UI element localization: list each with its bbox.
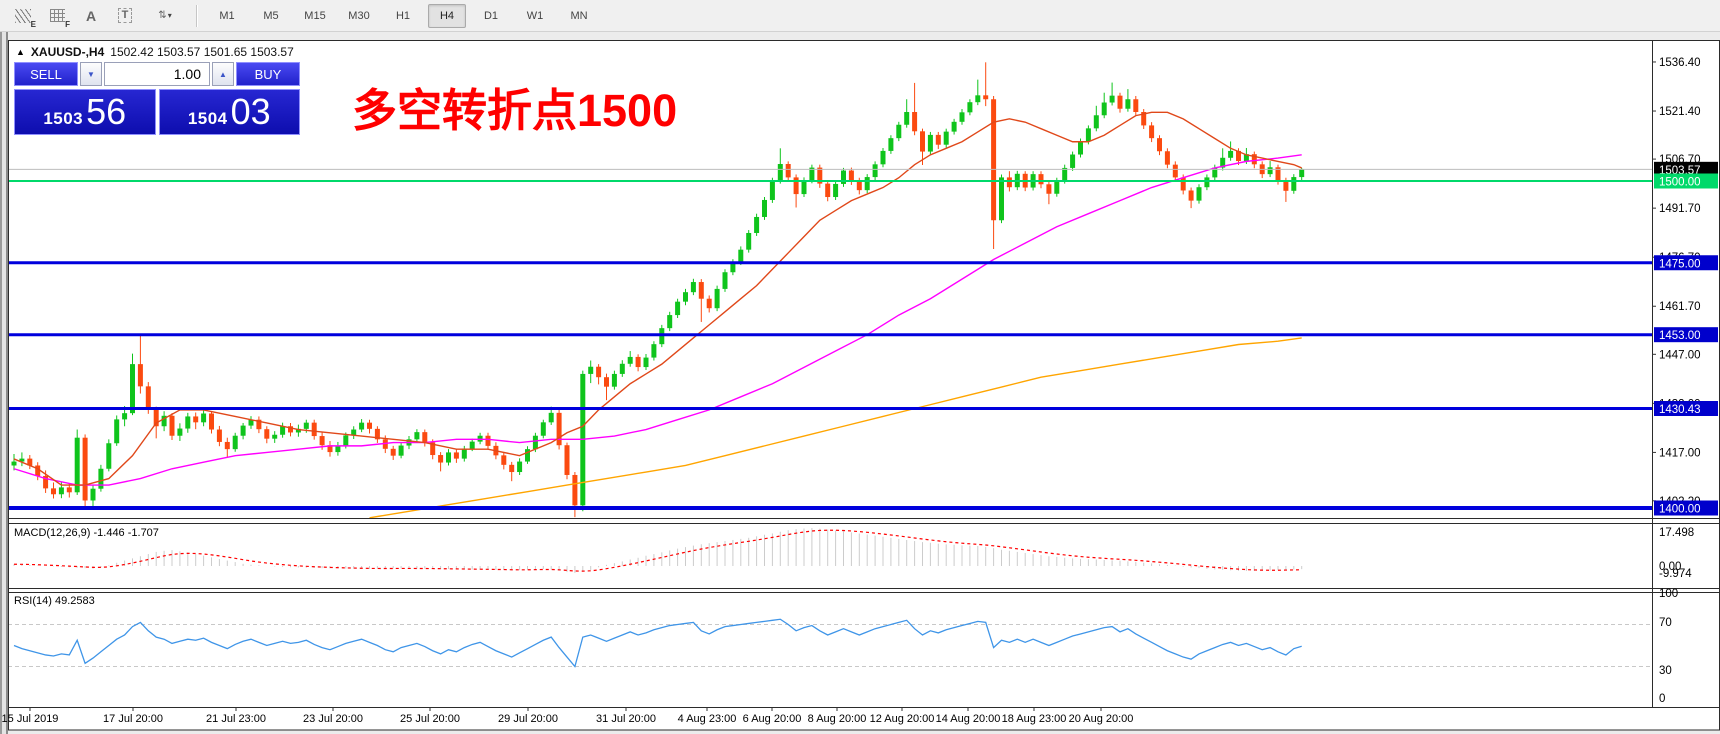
tf-button-M5[interactable]: M5 [263, 9, 279, 22]
timeframe-group: M1 M5 M15 M30 H1 H4 D1 W1 MN [208, 3, 598, 28]
volume-increase-button[interactable]: ▲ [212, 62, 234, 86]
macd-signal-line [13, 529, 1302, 572]
price-axis-label: 1447.00 [1659, 349, 1701, 361]
sell-button[interactable]: SELL [14, 62, 78, 86]
bid-price-box: 1503 56 [14, 89, 156, 135]
price-badge-label: 1453.00 [1659, 330, 1701, 342]
price-axis-label: 1417.00 [1659, 447, 1701, 459]
rsi-name: RSI(14) [14, 595, 52, 607]
rsi-value: 49.2583 [54, 595, 95, 607]
price-badge-label: 1475.00 [1659, 258, 1701, 270]
rsi-line [13, 618, 1302, 668]
indicator-grid-icon [49, 9, 65, 22]
time-axis-label: 21 Jul 23:00 [206, 713, 266, 725]
indicators-button[interactable]: F [42, 3, 72, 29]
line-studies-sub: E [30, 19, 36, 29]
rsi-axis-label: 70 [1659, 617, 1672, 629]
price-badge [1654, 161, 1718, 177]
macd-indicator-label: MACD(12,26,9) -1.446 -1.707 [14, 527, 159, 539]
price-axis-label: 1461.70 [1659, 301, 1701, 313]
toolbar-separator [196, 4, 198, 27]
volume-input[interactable]: 1.00 [104, 62, 210, 86]
time-axis-label: 23 Jul 20:00 [303, 713, 363, 725]
ask-price-big: 03 [230, 91, 271, 132]
tf-button-H4[interactable]: H4 [428, 3, 466, 28]
time-axis-label: 8 Aug 20:00 [808, 713, 867, 725]
chart-text-annotation: 多空转折点1500 [352, 85, 678, 136]
ma-fast-line [13, 111, 1302, 486]
price-axis-label: 1491.70 [1659, 203, 1701, 215]
macd-histogram [13, 528, 1303, 573]
tf-button-M30[interactable]: M30 [348, 9, 370, 22]
collapse-arrow-icon[interactable]: ▲ [16, 47, 25, 57]
ohlc-quote: 1502.42 1503.57 1501.65 1503.57 [110, 45, 294, 59]
arrange-button[interactable]: ⇅ ▾ [144, 3, 186, 29]
price-badge [1654, 500, 1718, 516]
time-axis-label: 17 Jul 20:00 [103, 713, 163, 725]
price-axis-label: 1521.40 [1659, 106, 1701, 118]
rsi-axis-label: 30 [1659, 665, 1672, 677]
tf-button-MN[interactable]: MN [570, 9, 588, 22]
rsi-axis-label: 100 [1659, 588, 1678, 600]
text-button[interactable]: A [76, 3, 106, 29]
time-axis-label: 25 Jul 20:00 [400, 713, 460, 725]
time-axis-label: 29 Jul 20:00 [498, 713, 558, 725]
price-badge [1654, 173, 1718, 189]
chart-title-bar: ▲ XAUUSD-,H4 1502.42 1503.57 1501.65 150… [16, 45, 294, 59]
buy-button[interactable]: BUY [236, 62, 300, 86]
bid-price-big: 56 [86, 91, 127, 132]
macd-name: MACD(12,26,9) [14, 527, 91, 539]
macd-axis-label: 0.00 [1659, 561, 1681, 573]
tf-button-D1[interactable]: D1 [483, 9, 499, 22]
price-axis-label: 1536.40 [1659, 57, 1701, 69]
time-axis-label: 15 Jul 2019 [2, 713, 59, 725]
time-axis-label: 12 Aug 20:00 [870, 713, 935, 725]
price-badge [1654, 400, 1718, 416]
volume-decrease-button[interactable]: ▼ [80, 62, 102, 86]
line-studies-button[interactable]: E [8, 3, 38, 29]
time-axis-label: 4 Aug 23:00 [678, 713, 737, 725]
label-icon: T [117, 8, 133, 23]
top-toolbar: E F A T ⇅ ▾ M1 M5 M15 M30 H1 H4 D1 W1 MN [0, 0, 1720, 32]
time-axis-label: 18 Aug 23:00 [1002, 713, 1067, 725]
price-badge-label: 1400.00 [1659, 504, 1701, 516]
price-badge [1654, 327, 1718, 343]
price-badge-label: 1500.00 [1659, 177, 1701, 189]
one-click-trade-panel: SELL ▼ 1.00 ▲ BUY 1503 56 1504 03 [14, 62, 300, 135]
tf-button-H1[interactable]: H1 [395, 9, 411, 22]
window-left-frame [0, 32, 8, 734]
chevron-down-icon: ▾ [167, 11, 172, 20]
line-studies-icon [15, 8, 31, 23]
price-badge-label: 1430.43 [1659, 404, 1701, 416]
time-axis-label: 14 Aug 20:00 [936, 713, 1001, 725]
chart-window [8, 40, 1720, 730]
tf-button-M1[interactable]: M1 [219, 9, 235, 22]
macd-axis-label: -9.974 [1659, 568, 1692, 580]
label-button[interactable]: T [110, 3, 140, 29]
indicators-sub: F [65, 19, 70, 29]
rsi-indicator-label: RSI(14) 49.2583 [14, 595, 95, 607]
window-border [8, 40, 1720, 731]
ask-price-box: 1504 03 [158, 89, 300, 135]
macd-values: -1.446 -1.707 [93, 527, 159, 539]
macd-axis-label: 17.498 [1659, 527, 1694, 539]
symbol-timeframe: XAUUSD-,H4 [30, 45, 105, 59]
arrange-icon: ⇅ [158, 10, 166, 21]
price-badge [1654, 255, 1718, 271]
ask-price-main: 1504 [187, 109, 228, 128]
ma-slow-line [369, 337, 1302, 519]
rsi-axis-label: 0 [1659, 693, 1665, 705]
text-annotation-icon: A [85, 7, 97, 24]
tf-button-M15[interactable]: M15 [304, 9, 326, 22]
time-axis-label: 20 Aug 20:00 [1069, 713, 1134, 725]
time-axis-label: 31 Jul 20:00 [596, 713, 656, 725]
bid-price-main: 1503 [43, 109, 84, 128]
ma-mid-line [13, 154, 1302, 486]
tf-button-W1[interactable]: W1 [526, 9, 544, 22]
time-axis-label: 6 Aug 20:00 [743, 713, 802, 725]
